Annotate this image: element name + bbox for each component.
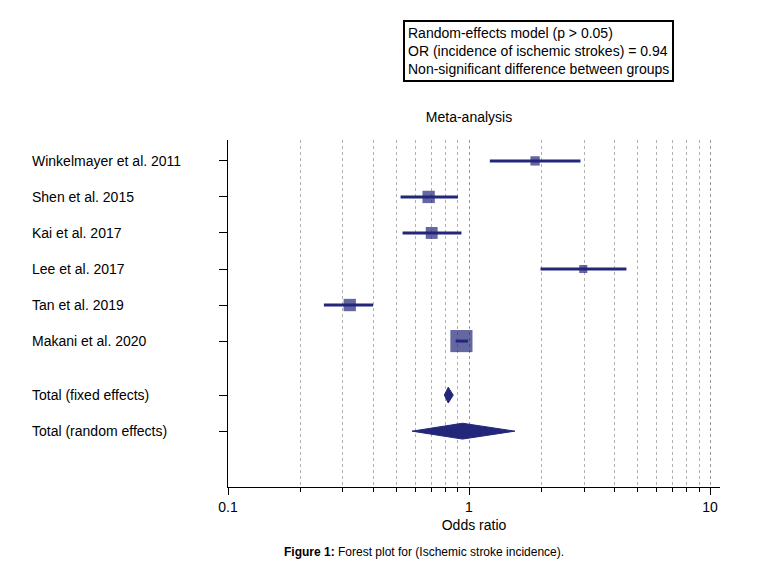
svg-text:Total (random effects): Total (random effects) [32, 423, 167, 439]
svg-text:Random-effects model (p > 0.05: Random-effects model (p > 0.05)OR (incid… [408, 25, 669, 77]
svg-text:0.1: 0.1 [218, 499, 238, 515]
svg-text:Makani et al. 2020: Makani et al. 2020 [32, 333, 147, 349]
svg-text:Kai et al. 2017: Kai et al. 2017 [32, 225, 122, 241]
svg-text:1: 1 [465, 499, 473, 515]
svg-text:10: 10 [702, 499, 718, 515]
svg-text:Meta-analysis: Meta-analysis [426, 109, 512, 125]
svg-text:Figure 1: Forest plot for (Isc: Figure 1: Forest plot for (Ischemic stro… [284, 545, 564, 559]
svg-text:Lee et al. 2017: Lee et al. 2017 [32, 261, 125, 277]
svg-text:Tan et al. 2019: Tan et al. 2019 [32, 297, 124, 313]
svg-text:Shen et al. 2015: Shen et al. 2015 [32, 189, 134, 205]
svg-text:Total (fixed effects): Total (fixed effects) [32, 387, 149, 403]
svg-text:Winkelmayer et al. 2011: Winkelmayer et al. 2011 [32, 153, 181, 169]
svg-text:Odds ratio: Odds ratio [442, 517, 507, 533]
